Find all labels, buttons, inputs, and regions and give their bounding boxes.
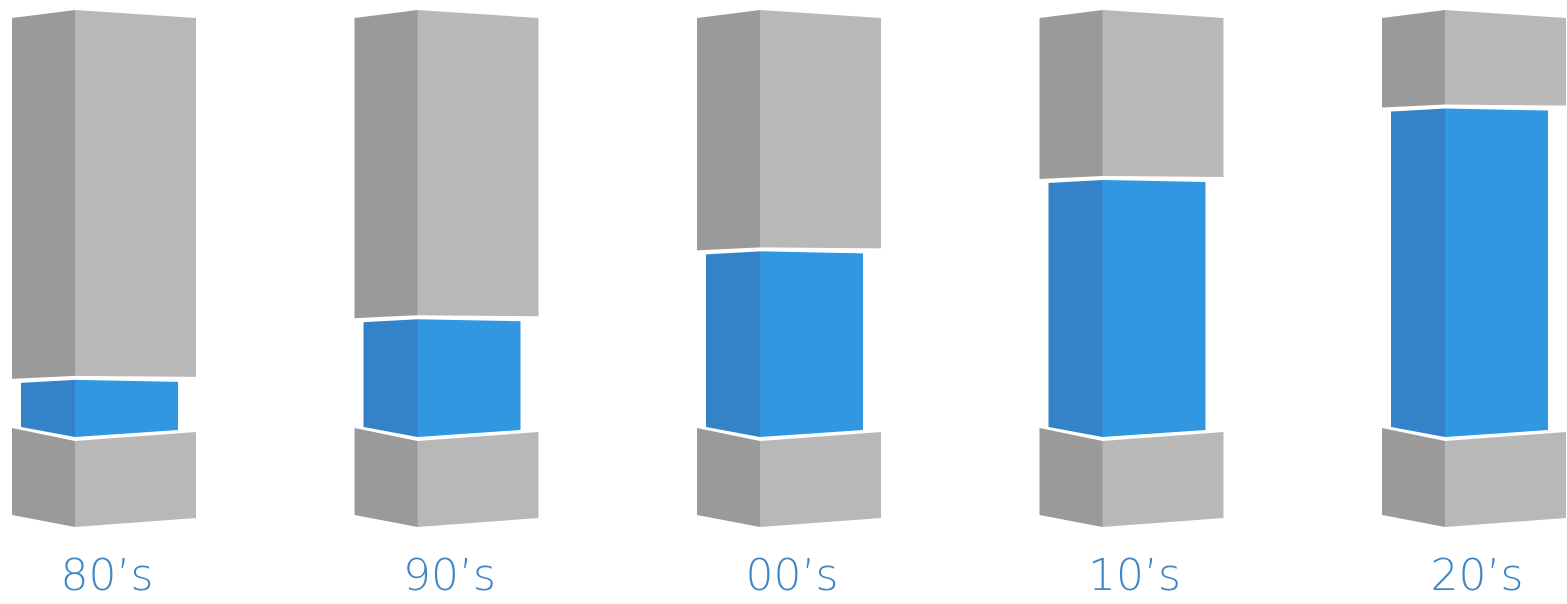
- empty-segment-front: [760, 10, 881, 249]
- bar: [1445, 108, 1548, 437]
- base-block-front: [760, 432, 881, 527]
- category-labels: 80’s 90’s 00’s 10’s 20’s: [61, 550, 1524, 601]
- bar: [760, 251, 863, 437]
- bars-layer: [12, 10, 1566, 527]
- bar-group: [697, 10, 881, 527]
- base-block-side: [12, 428, 75, 527]
- bar-side: [1391, 108, 1445, 437]
- bar-side: [1048, 179, 1103, 437]
- empty-segment-front: [1445, 10, 1566, 106]
- empty-segment-front: [417, 10, 539, 317]
- bar-side: [706, 251, 760, 437]
- base-block-front: [417, 432, 539, 527]
- category-label: 00’s: [746, 550, 839, 601]
- category-label: 10’s: [1088, 550, 1181, 601]
- bar-side: [363, 319, 418, 437]
- bar-group: [354, 10, 539, 527]
- category-label: 90’s: [403, 550, 496, 601]
- empty-segment-side: [12, 10, 75, 379]
- bar-side: [21, 379, 75, 437]
- empty-segment-side: [1382, 10, 1445, 108]
- category-label: 80’s: [61, 550, 154, 601]
- bar: [417, 319, 521, 437]
- empty-segment-side: [697, 10, 760, 251]
- base-block-front: [1445, 432, 1566, 527]
- base-block-side: [354, 428, 418, 527]
- base-block-side: [1039, 428, 1103, 527]
- bar-group: [1039, 10, 1224, 527]
- base-block-front: [1102, 432, 1224, 527]
- bar: [1102, 179, 1206, 437]
- bar-group: [12, 10, 196, 527]
- empty-segment-side: [354, 10, 418, 319]
- bar-group: [1382, 10, 1566, 527]
- empty-segment-side: [1039, 10, 1103, 179]
- category-label: 20’s: [1431, 550, 1524, 601]
- bar: [75, 379, 178, 437]
- base-block-side: [1382, 428, 1445, 527]
- empty-segment-front: [1102, 10, 1224, 177]
- base-block-front: [75, 432, 196, 527]
- empty-segment-front: [75, 10, 196, 377]
- base-block-side: [697, 428, 760, 527]
